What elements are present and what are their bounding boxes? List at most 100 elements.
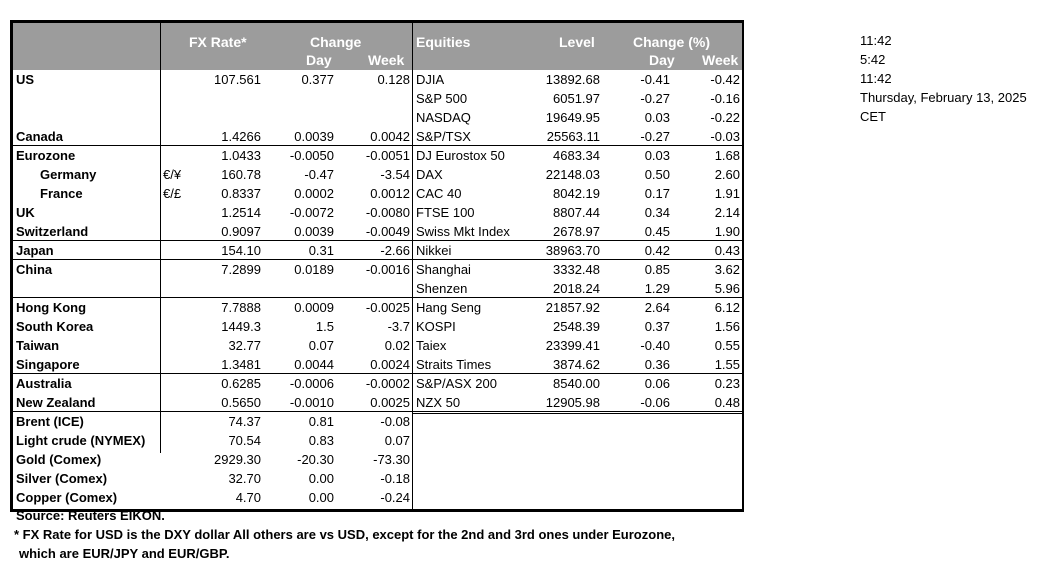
cell-eday: -0.27 [640, 91, 670, 106]
cell-eq: Swiss Mkt Index [416, 224, 510, 239]
cell-eq: S&P/TSX [416, 129, 471, 144]
cell-sym: €/¥ [163, 167, 182, 182]
cell-label: Japan [16, 243, 54, 258]
cell-eweek: -0.42 [710, 72, 740, 87]
timezone: CET [860, 109, 886, 124]
cell-fx: 32.70 [228, 471, 261, 486]
cell-eweek: 1.90 [714, 224, 740, 239]
cell-week: 0.0012 [370, 186, 410, 201]
table-row: Silver (Comex) 32.70 0.00 -0.18 [13, 469, 742, 488]
cell-level: 2548.39 [553, 319, 600, 334]
cell-fx: 70.54 [228, 433, 261, 448]
table-row: UK 1.2514 -0.0072 -0.0080 FTSE 100 8807.44 0.3… [13, 203, 742, 222]
cell-level: 6051.97 [553, 91, 600, 106]
table-row: Germany €/¥ 160.78 -0.47 -3.54 DAX 22148.03 0.5… [13, 165, 742, 184]
cell-fx: 1449.3 [221, 319, 261, 334]
table-row: New Zealand 0.5650 -0.0010 0.0025 NZX 50 1290… [13, 393, 742, 412]
table-row: Singapore 1.3481 0.0044 0.0024 Straits Times… [13, 355, 742, 374]
cell-label: Hong Kong [16, 300, 87, 315]
cell-eweek: 0.48 [714, 395, 740, 410]
source-note: Source: Reuters EIKON. [16, 508, 165, 523]
cell-eday: 0.37 [644, 319, 670, 334]
cell-week: 0.02 [384, 338, 410, 353]
cell-label: Copper (Comex) [16, 490, 118, 505]
table-row: France €/£ 0.8337 0.0002 0.0012 CAC 40 8042.19… [13, 184, 742, 203]
cell-day: 0.0189 [294, 262, 334, 277]
table-row: Copper (Comex) 4.70 0.00 -0.24 [13, 488, 742, 507]
cell-day: 0.31 [308, 243, 334, 258]
cell-eweek: -0.22 [710, 110, 740, 125]
cell-eq: DJ Eurostox 50 [416, 148, 505, 163]
cell-day: -0.0072 [289, 205, 334, 220]
table-row: Eurozone 1.0433 -0.0050 -0.0051 DJ Eurostox … [13, 145, 742, 165]
cell-eq: S&P 500 [416, 91, 468, 106]
table-row: Canada 1.4266 0.0039 0.0042 S&P/TSX 25563.11 -… [13, 127, 742, 146]
cell-eweek: 1.68 [714, 148, 740, 163]
cell-eq: S&P/ASX 200 [416, 376, 497, 391]
cell-level: 2678.97 [553, 224, 600, 239]
cell-eday: 0.36 [644, 357, 670, 372]
cell-day: -0.0050 [289, 148, 334, 163]
cell-label: Silver (Comex) [16, 471, 108, 486]
cell-day: 0.81 [308, 414, 334, 429]
cell-day: 0.00 [308, 490, 334, 505]
cell-level: 2018.24 [553, 281, 600, 296]
cell-eweek: -0.16 [710, 91, 740, 106]
column-divider [412, 23, 413, 509]
header-equities: Equities [416, 34, 471, 50]
cell-week: -0.18 [380, 471, 410, 486]
header-eq-week: Week [702, 52, 739, 68]
cell-day: 0.83 [308, 433, 334, 448]
cell-label: US [16, 72, 35, 87]
cell-day: -0.47 [304, 167, 334, 182]
table-row: NASDAQ 19649.95 0.03 -0.22 [13, 108, 742, 127]
table-row: Taiwan 32.77 0.07 0.02 Taiex 23399.41 -0.40 0.5… [13, 336, 742, 355]
cell-eday: 0.17 [644, 186, 670, 201]
header-level: Level [559, 34, 595, 50]
cell-eq: Shanghai [416, 262, 471, 277]
cell-eq: DAX [416, 167, 443, 182]
cell-eweek: 1.55 [714, 357, 740, 372]
cell-week: 0.0024 [370, 357, 410, 372]
cell-level: 3874.62 [553, 357, 600, 372]
cell-week: -0.0051 [365, 148, 410, 163]
cell-eweek: 1.91 [714, 186, 740, 201]
cell-eday: 0.06 [644, 376, 670, 391]
cell-week: -0.0049 [365, 224, 410, 239]
cell-week: -3.54 [380, 167, 410, 182]
cell-day: 1.5 [315, 319, 334, 334]
table-header: FX Rate* Change Day Week Equities Level … [13, 23, 742, 70]
cell-eq: DJIA [416, 72, 445, 87]
cell-eday: 0.42 [644, 243, 670, 258]
cell-eq: Shenzen [416, 281, 468, 296]
cell-day: -0.0006 [289, 376, 334, 391]
cell-fx: 107.561 [214, 72, 261, 87]
cell-eday: 0.34 [644, 205, 670, 220]
cell-level: 13892.68 [545, 72, 600, 87]
cell-fx: 2929.30 [214, 452, 261, 467]
header-eq-day: Day [649, 52, 675, 68]
cell-day: 0.0044 [294, 357, 334, 372]
cell-week: -73.30 [373, 452, 410, 467]
table-row: China 7.2899 0.0189 -0.0016 Shanghai 3332.48 0… [13, 259, 742, 279]
cell-eq: Hang Seng [416, 300, 482, 315]
cell-eweek: 5.96 [714, 281, 740, 296]
cell-label: South Korea [16, 319, 94, 334]
table-row: Hong Kong 7.7888 0.0009 -0.0025 Hang Seng 218… [13, 297, 742, 317]
cell-level: 8807.44 [553, 205, 600, 220]
cell-day: -20.30 [297, 452, 334, 467]
cell-fx: 1.0433 [221, 148, 261, 163]
cell-eday: 0.50 [644, 167, 670, 182]
cell-eq: FTSE 100 [416, 205, 475, 220]
cell-eday: 0.03 [644, 148, 670, 163]
cell-eweek: 6.12 [714, 300, 740, 315]
cell-fx: 0.6285 [221, 376, 261, 391]
cell-fx: 0.8337 [221, 186, 261, 201]
cell-eweek: -0.03 [710, 129, 740, 144]
cell-eday: -0.06 [640, 395, 670, 410]
header-fx-rate: FX Rate* [189, 34, 247, 50]
table-row: Brent (ICE) 74.37 0.81 -0.08 [13, 411, 742, 431]
cell-fx: 1.2514 [221, 205, 261, 220]
cell-fx: 32.77 [228, 338, 261, 353]
cell-eq: Straits Times [416, 357, 492, 372]
